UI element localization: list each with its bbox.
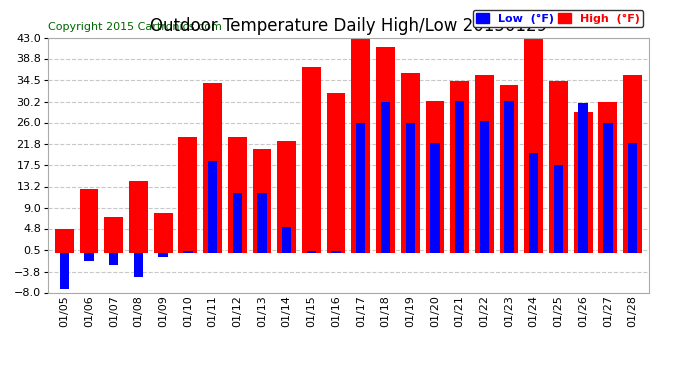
Bar [574, 111, 593, 252]
Bar [598, 102, 618, 252]
Bar [134, 252, 143, 276]
Bar [331, 251, 341, 252]
Bar [109, 252, 119, 264]
Bar [253, 148, 271, 252]
Bar [159, 252, 168, 257]
Bar [179, 136, 197, 252]
Bar [203, 82, 222, 252]
Bar [426, 100, 444, 252]
Bar [381, 102, 391, 252]
Bar [475, 75, 494, 252]
Bar [326, 93, 346, 252]
Bar [455, 100, 464, 252]
Bar [628, 142, 638, 252]
Text: Copyright 2015 Cartronics.com: Copyright 2015 Cartronics.com [48, 22, 222, 32]
Bar [549, 81, 568, 252]
Bar [302, 66, 321, 252]
Bar [154, 213, 172, 252]
Bar [84, 252, 94, 261]
Bar [306, 251, 316, 252]
Bar [129, 180, 148, 252]
Bar [183, 251, 193, 252]
Bar [623, 75, 642, 252]
Bar [277, 141, 296, 252]
Bar [603, 123, 613, 252]
Title: Outdoor Temperature Daily High/Low 20150129: Outdoor Temperature Daily High/Low 20150… [150, 16, 547, 34]
Bar [356, 123, 366, 252]
Bar [554, 165, 563, 252]
Bar [529, 153, 538, 252]
Bar [524, 36, 543, 252]
Bar [104, 216, 123, 252]
Bar [233, 192, 242, 252]
Bar [59, 252, 69, 288]
Bar [228, 136, 246, 252]
Bar [480, 120, 489, 252]
Bar [282, 226, 291, 252]
Bar [351, 36, 371, 252]
Legend: Low  (°F), High  (°F): Low (°F), High (°F) [473, 10, 643, 27]
Bar [376, 46, 395, 252]
Bar [500, 84, 518, 252]
Bar [431, 142, 440, 252]
Bar [504, 100, 514, 252]
Bar [406, 123, 415, 252]
Bar [451, 81, 469, 252]
Bar [55, 228, 74, 252]
Bar [208, 160, 217, 252]
Bar [578, 102, 588, 252]
Bar [257, 192, 266, 252]
Bar [401, 72, 420, 252]
Bar [79, 189, 99, 252]
